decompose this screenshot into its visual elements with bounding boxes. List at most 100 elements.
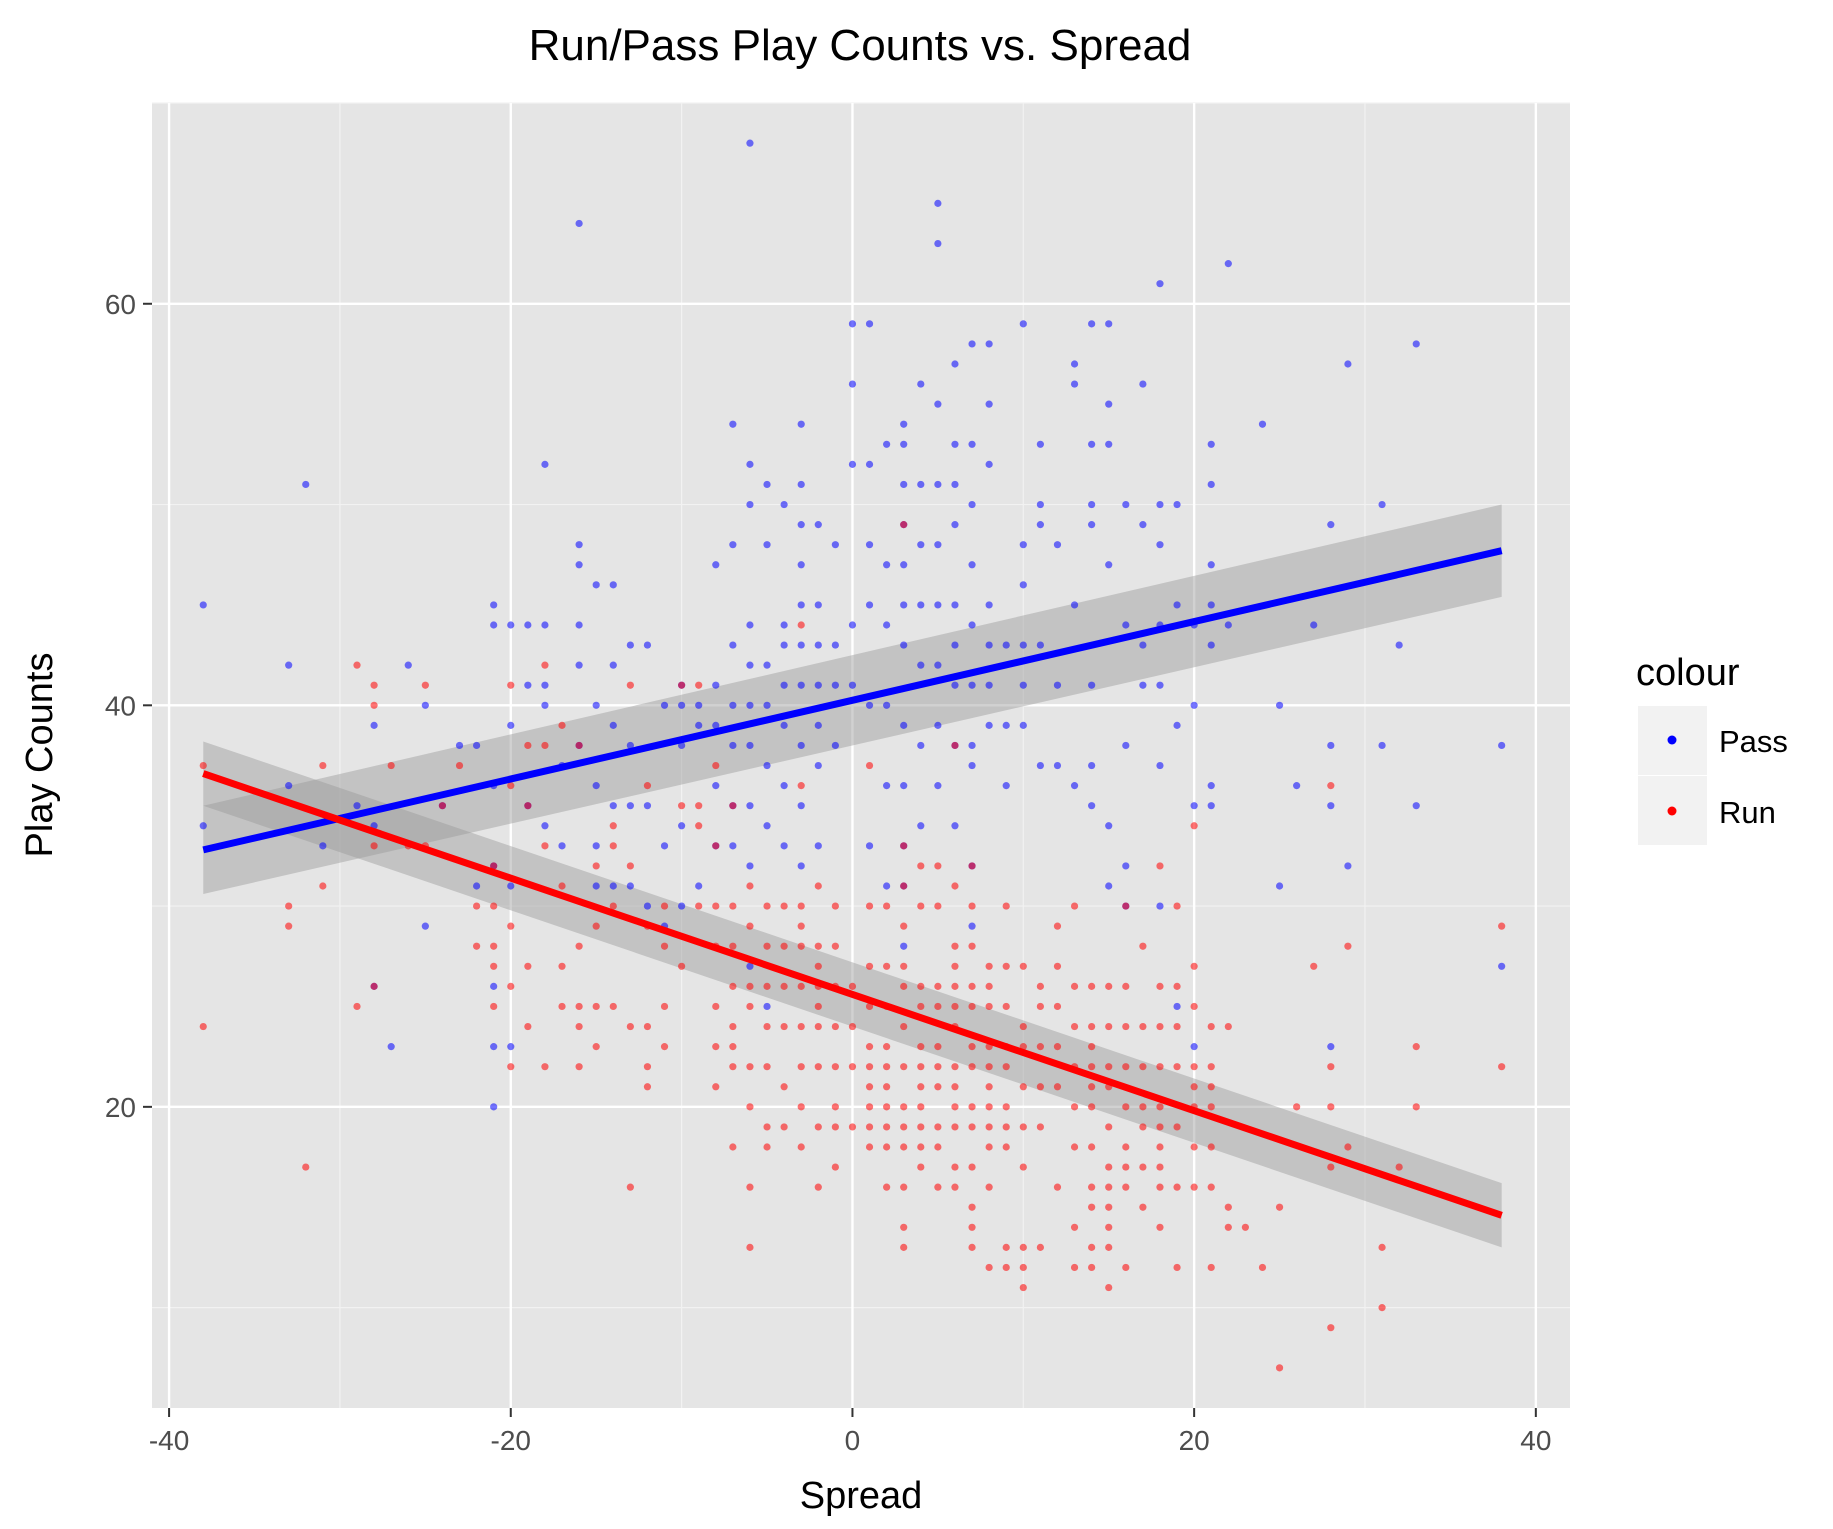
- point-pass: [883, 701, 891, 709]
- point-run: [780, 1022, 788, 1031]
- point-run: [1156, 1183, 1164, 1191]
- point-pass: [1190, 701, 1198, 709]
- point-run: [1122, 1022, 1130, 1031]
- point-run: [695, 902, 703, 910]
- x-axis: -40 -20 0 20 40: [149, 1408, 1551, 1456]
- point-run: [1070, 1143, 1079, 1151]
- point-run: [746, 982, 754, 990]
- point-run: [883, 1043, 891, 1051]
- point-pass: [848, 380, 857, 388]
- point-run: [1122, 1183, 1130, 1191]
- point-run: [917, 862, 925, 870]
- point-run: [1105, 1223, 1113, 1231]
- point-run: [524, 962, 532, 970]
- point-run: [1258, 1263, 1267, 1272]
- point-pass: [797, 681, 805, 689]
- trend-line-pass: [202, 547, 1503, 854]
- point-pass: [643, 902, 652, 910]
- point-pass: [1105, 822, 1113, 830]
- point-run: [1207, 1263, 1215, 1272]
- point-run: [678, 681, 686, 689]
- point-run: [507, 1063, 515, 1071]
- point-pass: [199, 822, 207, 830]
- point-run: [1019, 1083, 1027, 1091]
- point-run: [1088, 1083, 1096, 1091]
- point-run: [1053, 1002, 1062, 1011]
- point-run: [814, 962, 822, 970]
- point-run: [746, 1103, 754, 1111]
- point-run: [917, 902, 925, 910]
- point-run: [814, 1063, 822, 1071]
- point-pass: [695, 721, 703, 729]
- point-run: [917, 1083, 925, 1091]
- point-pass: [421, 701, 429, 709]
- point-run: [1105, 1243, 1113, 1251]
- point-run: [968, 1063, 976, 1071]
- point-run: [1498, 1063, 1506, 1071]
- point-run: [883, 1183, 891, 1191]
- point-pass: [1156, 761, 1164, 770]
- point-run: [900, 521, 908, 529]
- point-pass: [1088, 761, 1096, 770]
- point-run: [797, 621, 805, 629]
- point-run: [660, 902, 669, 910]
- point-run: [199, 761, 207, 770]
- point-run: [712, 1002, 720, 1011]
- point-run: [1224, 1223, 1232, 1231]
- point-pass: [729, 420, 737, 428]
- point-run: [285, 902, 293, 910]
- point-pass: [473, 741, 481, 750]
- point-run: [1241, 1223, 1249, 1231]
- point-run: [1224, 1022, 1232, 1031]
- point-run: [660, 1043, 669, 1051]
- point-run: [883, 1063, 891, 1071]
- trend-lines: [202, 547, 1503, 1219]
- point-run: [626, 1022, 634, 1031]
- point-run: [934, 1063, 942, 1071]
- point-pass: [814, 641, 822, 649]
- point-pass: [917, 601, 925, 609]
- point-pass: [934, 541, 942, 549]
- point-run: [1412, 1103, 1420, 1111]
- point-run: [592, 862, 600, 870]
- point-pass: [917, 380, 925, 388]
- point-run: [985, 982, 993, 990]
- point-run: [1019, 1283, 1027, 1292]
- point-run: [678, 962, 686, 970]
- point-run: [917, 1103, 925, 1111]
- point-pass: [900, 480, 908, 489]
- point-pass: [1002, 721, 1010, 729]
- point-pass: [797, 641, 805, 649]
- point-pass: [780, 500, 788, 509]
- point-run: [1036, 1243, 1044, 1251]
- point-pass: [592, 581, 600, 589]
- point-pass: [934, 601, 942, 609]
- point-run: [1019, 1163, 1027, 1171]
- point-run: [1190, 1083, 1198, 1091]
- point-run: [1190, 1063, 1198, 1071]
- point-run: [319, 761, 327, 770]
- point-pass: [831, 541, 839, 549]
- point-pass: [1088, 320, 1096, 328]
- point-run: [865, 1063, 874, 1071]
- point-pass: [934, 400, 942, 408]
- point-run: [814, 1183, 822, 1191]
- point-run: [1173, 1123, 1181, 1131]
- point-run: [1122, 1263, 1130, 1272]
- point-run: [1036, 1002, 1044, 1011]
- point-run: [951, 1183, 959, 1191]
- point-run: [712, 902, 720, 910]
- point-pass: [1036, 761, 1044, 770]
- point-pass: [900, 721, 908, 729]
- point-run: [917, 1063, 925, 1071]
- point-pass: [285, 782, 293, 790]
- point-pass: [1019, 721, 1027, 729]
- point-pass: [507, 882, 515, 890]
- point-pass: [729, 701, 737, 709]
- point-pass: [490, 1043, 498, 1051]
- point-run: [1412, 1043, 1420, 1051]
- point-pass: [1019, 320, 1027, 328]
- point-run: [883, 902, 891, 910]
- point-pass: [1395, 641, 1403, 649]
- point-run: [285, 922, 293, 930]
